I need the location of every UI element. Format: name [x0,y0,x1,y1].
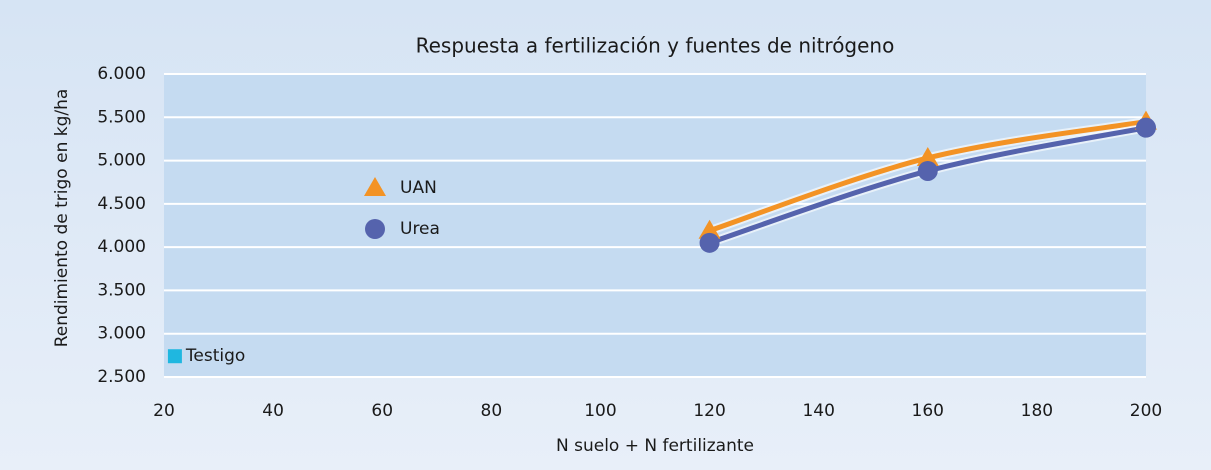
x-tick-label: 120 [693,401,725,421]
data-point [916,146,939,166]
y-tick-label: 4.500 [97,194,146,214]
y-tick-label: 2.500 [97,367,146,387]
x-tick-label: 140 [802,401,834,421]
y-tick-label: 5.500 [97,107,146,127]
chart-title: Respuesta a fertilización y fuentes de n… [416,34,895,58]
data-point [1136,117,1156,138]
x-tick-label: 200 [1130,401,1162,421]
y-axis-label: Rendimiento de trigo en kg/ha [52,89,72,348]
data-point [699,232,720,253]
x-axis-label: N suelo + N fertilizante [556,436,754,456]
data-point [167,349,182,364]
data-point [917,160,938,181]
x-tick-label: 20 [153,401,175,421]
y-tick-label: 3.500 [97,280,146,300]
legend-marker [365,219,385,239]
plot-area [164,74,1146,377]
legend-marker [364,177,386,196]
y-tick-label: 5.000 [97,151,146,171]
x-tick-label: 40 [262,401,284,421]
x-tick-label: 100 [584,401,616,421]
legend-label: UAN [400,178,437,198]
legend-label: Urea [400,219,440,239]
x-tick-label: 180 [1021,401,1053,421]
data-point [698,219,721,239]
x-tick-label: 160 [912,401,944,421]
y-tick-label: 4.000 [97,237,146,257]
y-tick-label: 3.000 [97,324,146,344]
x-tick-label: 80 [481,401,503,421]
x-tick-label: 60 [371,401,393,421]
y-tick-label: 6.000 [97,64,146,84]
point-label: Testigo [185,346,245,366]
